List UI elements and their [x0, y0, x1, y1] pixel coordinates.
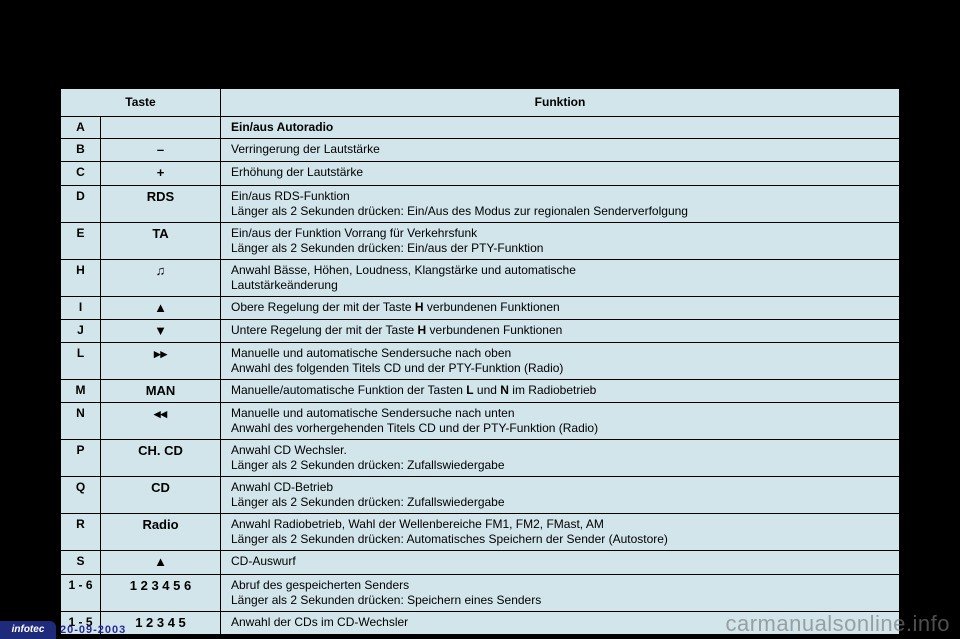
table-row: H♫Anwahl Bässe, Höhen, Loudness, Klangst… — [61, 259, 900, 296]
header-taste: Taste — [61, 89, 221, 117]
table-row: J▼Untere Regelung der mit der Taste H ve… — [61, 319, 900, 342]
row-function: Anwahl Radiobetrieb, Wahl der Wellenbere… — [221, 514, 900, 551]
footer-date: 20-09-2003 — [60, 621, 126, 639]
row-symbol: ♫ — [101, 259, 221, 296]
infotec-logo: infotec — [0, 621, 56, 639]
function-table: Taste Funktion A Ein/aus Autoradio B–Verri… — [60, 88, 900, 635]
inline-key-ref: L — [466, 383, 473, 397]
row-function: Ein/aus Autoradio — [221, 117, 900, 139]
inline-key-ref: N — [500, 383, 509, 397]
row-symbol: – — [101, 139, 221, 162]
row-symbol: ▲ — [101, 296, 221, 319]
footer: infotec 20-09-2003 — [0, 621, 960, 639]
row-function: Erhöhung der Lautstärke — [221, 162, 900, 185]
row-key: R — [61, 514, 101, 551]
table-header: Taste Funktion — [61, 89, 900, 117]
row-symbol: ▼ — [101, 319, 221, 342]
table-row: MMANManuelle/automatische Funktion der T… — [61, 380, 900, 403]
row-function: Obere Regelung der mit der Taste H verbu… — [221, 296, 900, 319]
row-key: M — [61, 380, 101, 403]
row-key: I — [61, 296, 101, 319]
table-row: I▲Obere Regelung der mit der Taste H ver… — [61, 296, 900, 319]
row-key: H — [61, 259, 101, 296]
table-row: L▸▸Manuelle und automatische Sendersuche… — [61, 343, 900, 380]
table-row: QCDAnwahl CD-BetriebLänger als 2 Sekunde… — [61, 477, 900, 514]
table-row: N◂◂Manuelle und automatische Sendersuche… — [61, 403, 900, 440]
row-symbol: ◂◂ — [101, 403, 221, 440]
row-symbol — [101, 117, 221, 139]
row-key: S — [61, 551, 101, 574]
row-function: CD-Auswurf — [221, 551, 900, 574]
row-symbol: + — [101, 162, 221, 185]
table-row: RRadioAnwahl Radiobetrieb, Wahl der Well… — [61, 514, 900, 551]
row-symbol: ▲ — [101, 551, 221, 574]
table-row: B–Verringerung der Lautstärke — [61, 139, 900, 162]
row-symbol: ▸▸ — [101, 343, 221, 380]
row-key: L — [61, 343, 101, 380]
table-row: S▲CD-Auswurf — [61, 551, 900, 574]
table-row: ETAEin/aus der Funktion Vorrang für Verk… — [61, 222, 900, 259]
row-function: Verringerung der Lautstärke — [221, 139, 900, 162]
row-key: C — [61, 162, 101, 185]
row-key: P — [61, 440, 101, 477]
row-symbol: CH. CD — [101, 440, 221, 477]
row-symbol: MAN — [101, 380, 221, 403]
row-symbol: CD — [101, 477, 221, 514]
row-key: A — [61, 117, 101, 139]
manual-page: Taste Funktion A Ein/aus Autoradio B–Verri… — [60, 88, 900, 635]
row-symbol: Radio — [101, 514, 221, 551]
row-symbol: 1 2 3 4 5 6 — [101, 574, 221, 611]
row-function: Anwahl CD-BetriebLänger als 2 Sekunden d… — [221, 477, 900, 514]
row-key: Q — [61, 477, 101, 514]
row-function: Manuelle/automatische Funktion der Taste… — [221, 380, 900, 403]
row-function: Abruf des gespeicherten SendersLänger al… — [221, 574, 900, 611]
inline-key-ref: H — [418, 323, 427, 337]
row-symbol: TA — [101, 222, 221, 259]
row-key: 1 - 6 — [61, 574, 101, 611]
row-function: Anwahl Bässe, Höhen, Loudness, Klangstär… — [221, 259, 900, 296]
row-key: B — [61, 139, 101, 162]
row-function: Ein/aus der Funktion Vorrang für Verkehr… — [221, 222, 900, 259]
row-function: Anwahl CD Wechsler.Länger als 2 Sekunden… — [221, 440, 900, 477]
function-text-bold: Ein/aus Autoradio — [231, 120, 333, 134]
row-function: Untere Regelung der mit der Taste H verb… — [221, 319, 900, 342]
table-row: 1 - 61 2 3 4 5 6Abruf des gespeicherten … — [61, 574, 900, 611]
table-body: A Ein/aus Autoradio B–Verringerung der Lau… — [61, 117, 900, 635]
row-key: E — [61, 222, 101, 259]
row-function: Manuelle und automatische Sendersuche na… — [221, 403, 900, 440]
table-row: PCH. CDAnwahl CD Wechsler.Länger als 2 S… — [61, 440, 900, 477]
row-key: N — [61, 403, 101, 440]
table-row: C+Erhöhung der Lautstärke — [61, 162, 900, 185]
header-funktion: Funktion — [221, 89, 900, 117]
table-row: DRDSEin/aus RDS-FunktionLänger als 2 Sek… — [61, 185, 900, 222]
row-key: D — [61, 185, 101, 222]
row-symbol: RDS — [101, 185, 221, 222]
row-function: Ein/aus RDS-FunktionLänger als 2 Sekunde… — [221, 185, 900, 222]
inline-key-ref: H — [415, 300, 424, 314]
row-function: Manuelle und automatische Sendersuche na… — [221, 343, 900, 380]
table-row: A Ein/aus Autoradio — [61, 117, 900, 139]
row-key: J — [61, 319, 101, 342]
